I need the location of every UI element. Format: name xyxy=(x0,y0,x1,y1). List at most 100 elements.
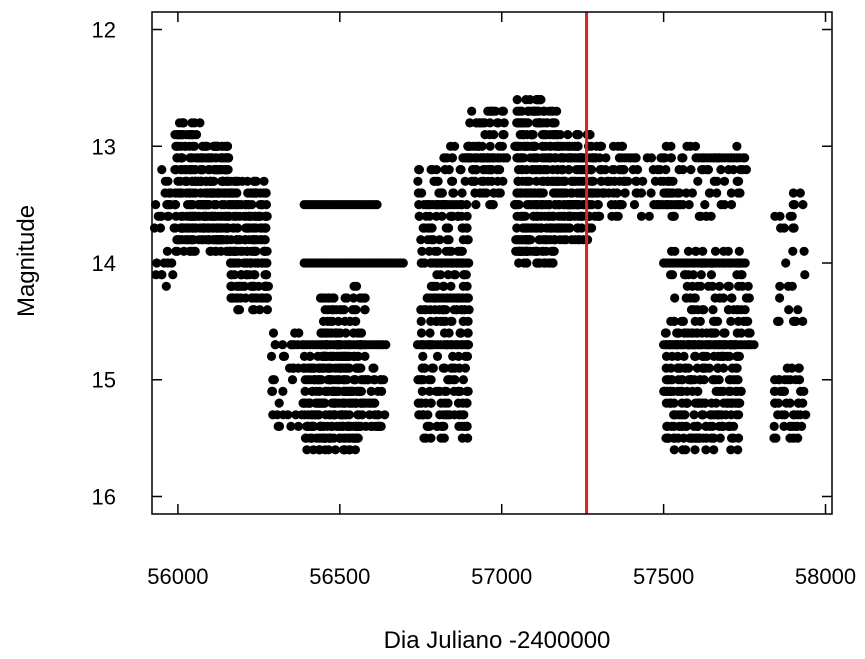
data-point xyxy=(316,421,326,431)
data-point xyxy=(679,351,689,361)
data-point xyxy=(730,398,740,408)
data-point xyxy=(691,246,701,256)
x-tick-label: 57000 xyxy=(471,564,532,589)
data-point xyxy=(526,130,537,140)
data-point xyxy=(797,421,807,431)
data-point xyxy=(335,351,346,361)
data-point xyxy=(719,328,729,338)
data-point xyxy=(660,153,670,163)
data-point xyxy=(340,293,350,303)
data-point xyxy=(447,153,458,163)
data-point xyxy=(779,421,789,431)
data-point xyxy=(538,141,548,151)
data-point xyxy=(669,445,679,455)
data-point xyxy=(457,200,467,210)
data-point xyxy=(300,398,310,408)
data-point xyxy=(446,281,456,291)
data-point xyxy=(430,305,440,315)
data-point xyxy=(350,445,360,455)
data-point xyxy=(741,293,752,303)
data-point xyxy=(677,398,687,408)
data-point xyxy=(425,386,435,396)
data-point xyxy=(733,386,743,396)
data-point xyxy=(724,281,734,291)
data-point xyxy=(705,188,715,198)
data-point xyxy=(151,200,161,210)
data-point xyxy=(666,153,677,163)
data-point xyxy=(162,246,172,256)
data-point xyxy=(305,351,315,361)
data-point xyxy=(246,281,256,291)
data-point xyxy=(173,176,183,186)
data-point xyxy=(650,176,661,186)
data-point xyxy=(226,188,236,198)
data-point xyxy=(724,165,734,175)
data-point xyxy=(200,188,210,198)
data-point xyxy=(177,188,187,198)
data-point xyxy=(537,130,548,140)
data-point xyxy=(646,188,656,198)
data-point xyxy=(560,223,570,233)
data-point xyxy=(540,258,550,268)
data-point xyxy=(398,258,408,268)
data-point xyxy=(734,410,744,420)
data-point xyxy=(302,445,312,455)
data-point xyxy=(663,421,673,431)
data-point xyxy=(546,141,556,151)
data-point xyxy=(456,211,467,221)
data-point xyxy=(699,363,710,373)
data-point xyxy=(576,176,586,186)
data-point xyxy=(244,200,254,210)
data-point xyxy=(713,351,723,361)
data-point xyxy=(461,270,471,280)
data-point xyxy=(328,398,338,408)
data-point xyxy=(485,118,495,128)
data-point xyxy=(685,141,696,151)
data-point xyxy=(462,421,472,431)
data-point xyxy=(731,375,741,385)
data-point xyxy=(215,235,225,245)
data-point xyxy=(694,398,704,408)
data-point xyxy=(692,363,702,373)
data-point xyxy=(179,141,190,151)
data-point xyxy=(740,305,750,315)
data-point xyxy=(178,118,188,128)
data-point xyxy=(679,328,689,338)
data-point xyxy=(790,316,800,326)
data-point xyxy=(521,141,532,151)
data-point xyxy=(250,223,260,233)
data-point xyxy=(186,200,196,210)
data-point xyxy=(786,421,796,431)
data-point xyxy=(672,328,683,338)
data-point xyxy=(215,211,225,221)
data-point xyxy=(160,176,170,186)
data-point xyxy=(515,130,525,140)
data-point xyxy=(300,433,311,443)
data-point xyxy=(457,305,467,315)
data-point xyxy=(225,258,236,268)
data-point xyxy=(274,421,285,431)
data-point xyxy=(425,211,435,221)
data-point xyxy=(356,386,366,396)
data-point xyxy=(520,246,530,256)
data-point xyxy=(611,211,621,221)
data-point xyxy=(516,153,526,163)
data-point xyxy=(335,328,345,338)
y-tick-label: 16 xyxy=(92,484,116,509)
data-point xyxy=(229,200,240,210)
data-point xyxy=(693,176,703,186)
data-point xyxy=(574,153,584,163)
data-point xyxy=(636,211,647,221)
data-point xyxy=(719,246,729,256)
data-point xyxy=(417,188,427,198)
data-point xyxy=(249,305,259,315)
data-point xyxy=(236,293,246,303)
data-point xyxy=(249,270,259,280)
data-point xyxy=(426,223,436,233)
data-point xyxy=(227,293,237,303)
data-point xyxy=(196,153,206,163)
data-point xyxy=(171,211,181,221)
data-point xyxy=(481,188,491,198)
data-point xyxy=(201,211,211,221)
data-point xyxy=(686,165,696,175)
